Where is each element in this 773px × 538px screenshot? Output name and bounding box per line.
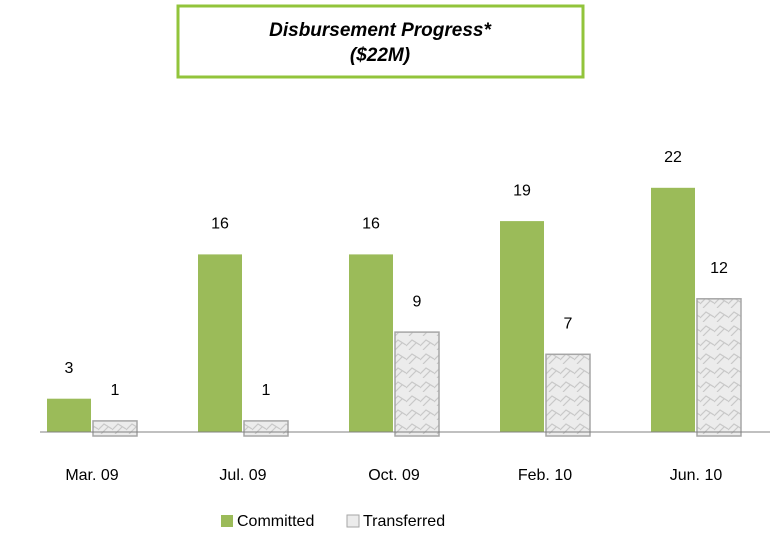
x-tick-label: Jun. 10 bbox=[670, 467, 723, 484]
legend-label: Transferred bbox=[363, 513, 445, 530]
bar bbox=[545, 353, 591, 437]
data-label: 1 bbox=[262, 382, 271, 399]
bar bbox=[651, 187, 695, 432]
data-label: 16 bbox=[211, 216, 229, 233]
legend-swatch bbox=[346, 514, 360, 528]
bar bbox=[198, 254, 242, 432]
x-tick-label: Oct. 09 bbox=[368, 467, 420, 484]
x-tick-label: Jul. 09 bbox=[219, 467, 266, 484]
title-box bbox=[176, 4, 585, 79]
data-label: 19 bbox=[513, 182, 531, 199]
x-tick-label: Mar. 09 bbox=[65, 467, 118, 484]
data-label: 22 bbox=[664, 149, 682, 166]
x-tick-label: Feb. 10 bbox=[518, 467, 572, 484]
data-label: 1 bbox=[111, 382, 120, 399]
bar bbox=[349, 254, 393, 432]
bar bbox=[500, 221, 544, 432]
data-label: 9 bbox=[413, 293, 422, 310]
bar bbox=[243, 420, 289, 437]
legend-swatch bbox=[221, 515, 233, 527]
legend-label: Committed bbox=[237, 513, 314, 530]
bar bbox=[696, 298, 742, 437]
data-label: 16 bbox=[362, 216, 380, 233]
bar bbox=[394, 331, 440, 437]
bar bbox=[92, 420, 138, 437]
data-label: 7 bbox=[564, 316, 573, 333]
data-label: 3 bbox=[65, 360, 74, 377]
chart-title: Disbursement Progress* bbox=[269, 20, 492, 41]
bar bbox=[47, 398, 91, 432]
chart-subtitle: ($22M) bbox=[350, 45, 410, 66]
data-label: 12 bbox=[710, 260, 728, 277]
